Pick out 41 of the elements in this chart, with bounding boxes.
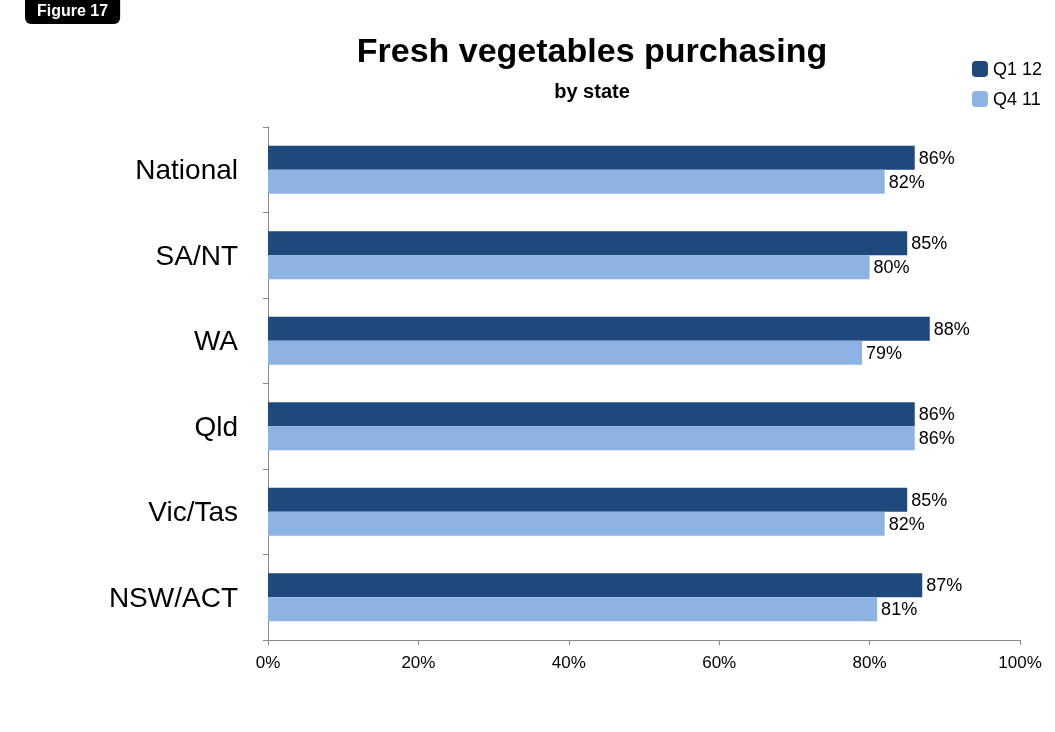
legend-label: Q1 12 <box>992 59 1043 79</box>
data-label: 82% <box>888 513 925 534</box>
chart-title: Fresh vegetables purchasing <box>356 31 828 69</box>
data-label: 85% <box>911 233 948 254</box>
legend-label: Q4 11 <box>992 89 1041 109</box>
y-tick-label: SA/NT <box>155 239 238 271</box>
data-label: 85% <box>911 489 948 510</box>
data-label: 79% <box>866 342 903 363</box>
bar <box>268 487 908 512</box>
data-label: 82% <box>888 171 925 192</box>
bar <box>268 402 915 427</box>
bar <box>268 511 885 536</box>
bar <box>268 573 923 598</box>
data-label: 81% <box>881 599 918 620</box>
x-tick-label: 20% <box>401 653 436 672</box>
data-label: 86% <box>918 147 955 168</box>
data-label: 88% <box>933 318 970 339</box>
x-tick-label: 80% <box>852 653 887 672</box>
bar <box>268 426 915 451</box>
data-label: 80% <box>873 257 910 278</box>
y-tick-label: WA <box>193 325 239 357</box>
y-tick-label: Vic/Tas <box>148 496 238 528</box>
bar <box>268 597 878 622</box>
data-label: 86% <box>918 404 955 425</box>
y-tick-label: NSW/ACT <box>108 581 238 613</box>
x-tick-label: 0% <box>255 653 281 672</box>
bar <box>268 316 930 341</box>
bar <box>268 255 870 280</box>
bar <box>268 340 863 365</box>
data-label: 86% <box>918 428 955 449</box>
bar <box>268 145 915 170</box>
y-tick-label: Qld <box>194 410 238 442</box>
caption: Figure 17 <box>37 1 109 19</box>
y-tick-label: National <box>135 154 238 186</box>
chart-subtitle: by state <box>554 80 630 102</box>
x-tick-label: 60% <box>702 653 737 672</box>
bar <box>268 231 908 256</box>
bar <box>268 169 885 194</box>
x-tick-label: 100% <box>998 653 1042 672</box>
x-tick-label: 40% <box>551 653 586 672</box>
data-label: 87% <box>926 575 963 596</box>
